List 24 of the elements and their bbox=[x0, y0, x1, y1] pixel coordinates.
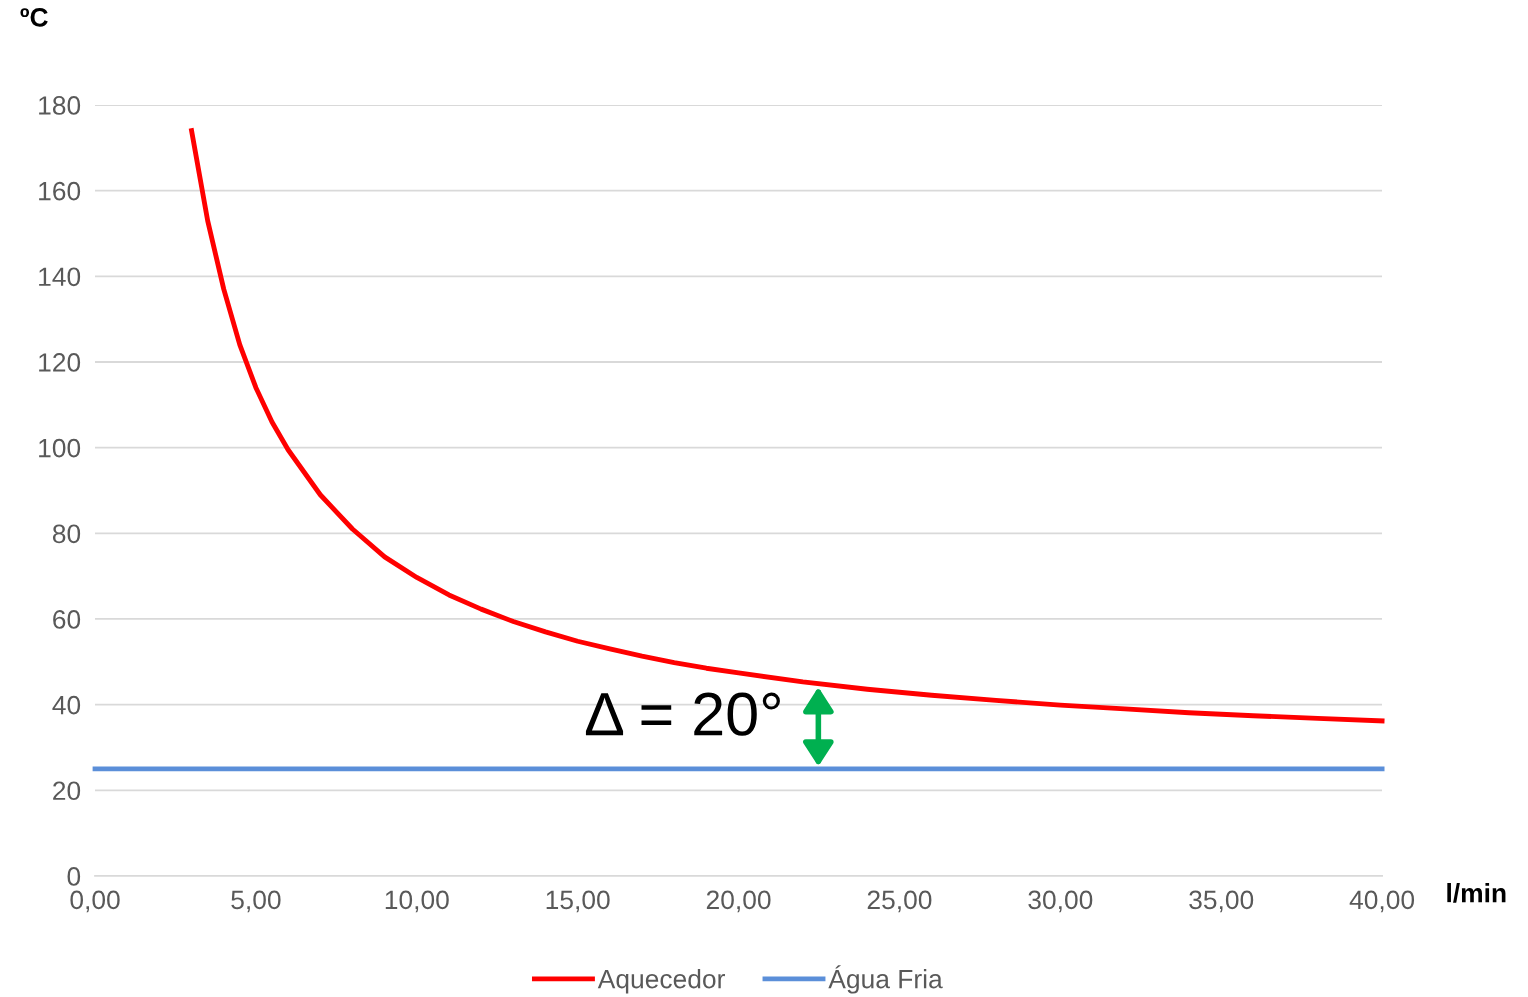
x-tick-label: 5,00 bbox=[231, 890, 281, 913]
y-axis-title: ºC bbox=[20, 8, 48, 27]
legend-label: Água Fria bbox=[828, 965, 943, 994]
y-tick-label: 120 bbox=[39, 353, 81, 372]
x-tick-label: 30,00 bbox=[1028, 890, 1093, 913]
x-tick-label: 25,00 bbox=[867, 890, 932, 913]
x-axis-title: l/min bbox=[1447, 883, 1506, 903]
x-tick-label: 10,00 bbox=[385, 890, 449, 913]
annotation: Δ = 20° bbox=[585, 692, 780, 736]
y-tick-label: 100 bbox=[39, 438, 81, 458]
y-tick-label: 60 bbox=[53, 610, 81, 629]
x-tick-label: 0,00 bbox=[70, 890, 120, 913]
y-tick-label: 80 bbox=[52, 524, 81, 544]
y-tick-label: 160 bbox=[39, 181, 81, 201]
legend-label: Aquecedor bbox=[597, 969, 725, 994]
y-tick-label: 140 bbox=[39, 267, 81, 287]
x-tick-label: 35,00 bbox=[1189, 890, 1254, 913]
x-tick-label: 15,00 bbox=[546, 890, 610, 913]
x-tick-label: 20,00 bbox=[706, 890, 771, 913]
y-tick-label: 180 bbox=[39, 96, 81, 115]
y-tick-label: 0 bbox=[67, 867, 81, 886]
y-tick-label: 40 bbox=[52, 695, 81, 715]
y-tick-label: 20 bbox=[53, 781, 81, 801]
x-tick-label: 40,00 bbox=[1349, 890, 1415, 913]
